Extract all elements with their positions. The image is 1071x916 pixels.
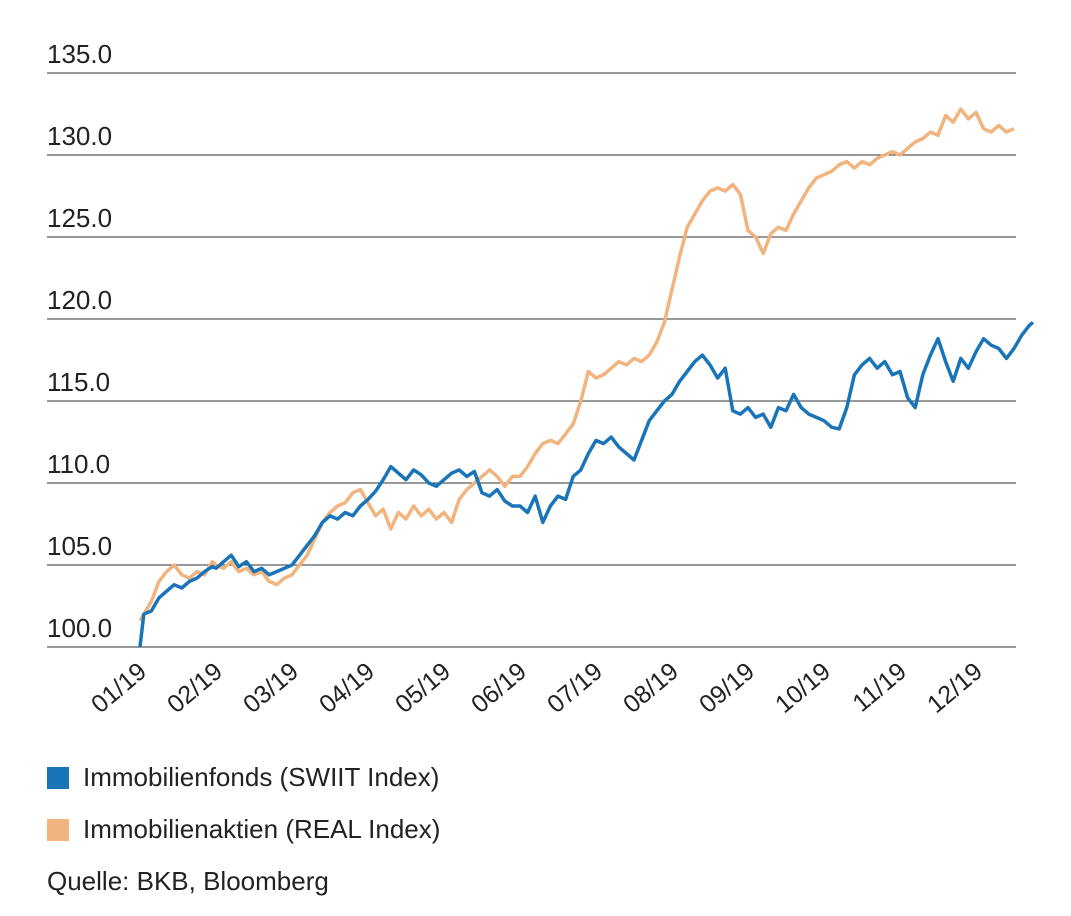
y-tick-label: 100.0 [47, 613, 112, 643]
y-tick-label: 115.0 [47, 367, 110, 397]
x-tick-label: 07/19 [542, 657, 608, 719]
x-tick-label: 12/19 [922, 657, 988, 719]
legend-label-swiit: Immobilienfonds (SWIIT Index) [83, 762, 440, 792]
x-tick-label: 01/19 [86, 657, 152, 719]
y-tick-label: 130.0 [47, 121, 112, 151]
y-tick-label: 125.0 [47, 203, 112, 233]
y-tick-label: 110.0 [47, 449, 110, 479]
legend-label-real: Immobilienaktien (REAL Index) [83, 814, 441, 844]
y-tick-label: 105.0 [47, 531, 112, 561]
x-tick-label: 11/19 [847, 657, 912, 717]
y-tick-label: 135.0 [47, 39, 112, 69]
source-note: Quelle: BKB, Bloomberg [47, 866, 329, 896]
legend-item-swiit: Immobilienfonds (SWIIT Index) [47, 762, 439, 793]
y-tick-label: 120.0 [47, 285, 112, 315]
series-lines [138, 107, 1035, 648]
x-tick-label: 10/19 [770, 657, 836, 719]
x-tick-label: 03/19 [238, 657, 304, 719]
x-tick-label: 04/19 [314, 657, 380, 719]
line-chart: 135.0 130.0 125.0 120.0 115.0 110.0 105.0 100.0… [47, 39, 1035, 719]
x-tick-label: 09/19 [694, 657, 760, 719]
series-line-swiit [138, 320, 1035, 648]
legend-swatch-real [47, 818, 69, 841]
x-axis-ticks: 01/19 02/19 03/19 04/19 05/19 06/19 07/19 08/19… [86, 657, 988, 719]
legend-swatch-swiit [47, 766, 69, 789]
x-tick-label: 06/19 [466, 657, 532, 719]
y-axis-ticks: 135.0 130.0 125.0 120.0 115.0 110.0 105.0 100.0 [47, 39, 112, 643]
series-line-real [138, 107, 1015, 622]
x-tick-label: 02/19 [162, 657, 228, 719]
legend-item-real: Immobilienaktien (REAL Index) [47, 814, 440, 845]
x-tick-label: 08/19 [618, 657, 684, 719]
x-tick-label: 05/19 [390, 657, 456, 719]
